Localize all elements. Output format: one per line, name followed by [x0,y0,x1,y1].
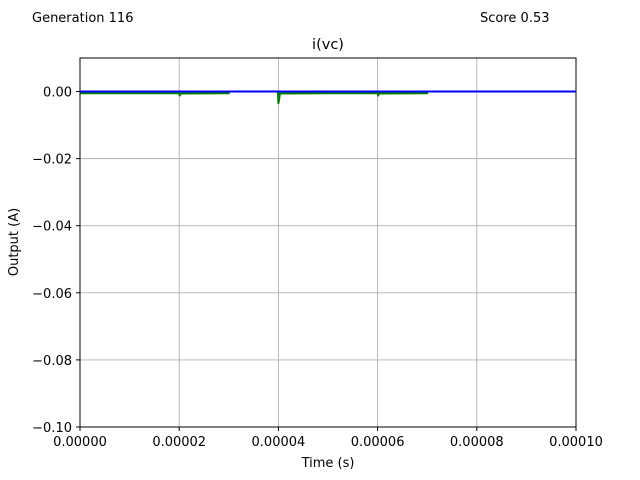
plot-frame [79,57,577,428]
generation-label: Generation 116 [32,11,134,26]
y-tick-label: −0.04 [32,220,72,235]
x-tick-label: 0.00004 [252,435,306,450]
x-tick-label: 0.00008 [450,435,504,450]
series-layer [80,90,576,105]
series-line-1 [80,90,576,105]
chart-title: i(vc) [312,37,344,53]
x-tick-label: 0.00006 [351,435,405,450]
grid [79,58,577,428]
y-tick-label: 0.00 [43,86,72,101]
score-label: Score 0.53 [480,11,550,26]
x-tick-label: 0.00010 [549,435,603,450]
x-tick-label: 0.00000 [53,435,107,450]
y-axis-label: Output (A) [7,208,22,276]
x-tick-label: 0.00002 [152,435,206,450]
x-axis-label: Time (s) [301,456,355,471]
y-tick-label: −0.02 [32,153,72,168]
y-tick-label: −0.08 [32,354,72,369]
ticks: 0.00000 0.00002 0.00004 0.00006 0.00008 0.000… [32,86,603,450]
y-tick-label: −0.06 [32,287,72,302]
y-tick-label: −0.10 [32,421,72,436]
